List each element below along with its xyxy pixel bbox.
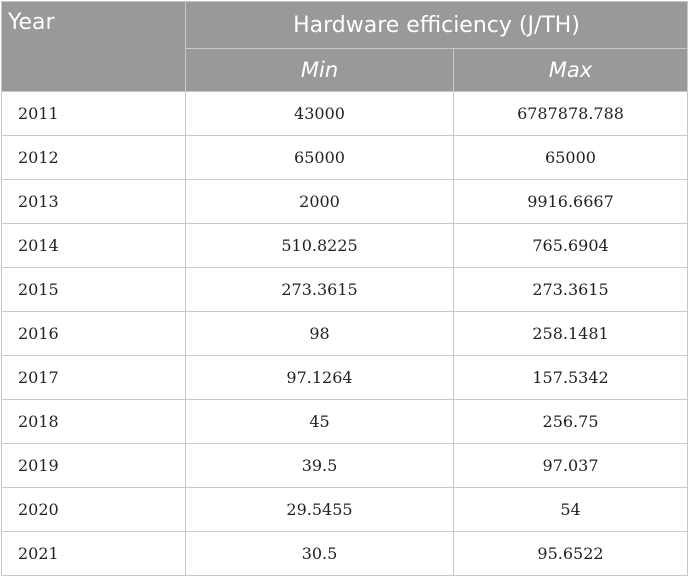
cell-year: 2021 xyxy=(1,531,186,576)
cell-max: 95.6522 xyxy=(452,531,689,576)
cell-min: 45 xyxy=(185,399,454,444)
cell-min: 273.3615 xyxy=(185,267,454,312)
cell-max: 258.1481 xyxy=(452,311,689,356)
table-row: 2016 98 258.1481 xyxy=(1,311,689,356)
cell-year: 2014 xyxy=(1,223,186,268)
cell-min: 97.1264 xyxy=(185,355,454,400)
table-row: 2011 43000 6787878.788 xyxy=(1,91,689,136)
cell-min: 30.5 xyxy=(185,531,454,576)
header-year: Year xyxy=(1,1,186,92)
header-min: Min xyxy=(185,48,454,92)
cell-year: 2017 xyxy=(1,355,186,400)
cell-max: 54 xyxy=(452,487,689,532)
header-max: Max xyxy=(452,48,689,92)
cell-max: 273.3615 xyxy=(452,267,689,312)
table-row: 2014 510.8225 765.6904 xyxy=(1,223,689,268)
cell-year: 2015 xyxy=(1,267,186,312)
table-row: 2015 273.3615 273.3615 xyxy=(1,267,689,312)
cell-max: 6787878.788 xyxy=(452,91,689,136)
cell-min: 29.5455 xyxy=(185,487,454,532)
header-hardware-efficiency: Hardware efficiency (J/TH) xyxy=(184,1,689,49)
cell-year: 2011 xyxy=(1,91,186,136)
cell-min: 43000 xyxy=(185,91,454,136)
table-row: 2019 39.5 97.037 xyxy=(1,443,689,488)
cell-max: 97.037 xyxy=(452,443,689,488)
cell-year: 2018 xyxy=(1,399,186,444)
cell-year: 2012 xyxy=(1,135,186,180)
cell-max: 256.75 xyxy=(452,399,689,444)
cell-max: 9916.6667 xyxy=(452,179,689,224)
cell-year: 2016 xyxy=(1,311,186,356)
header-row-group: Year Hardware efficiency (J/TH) xyxy=(1,1,689,92)
cell-year: 2020 xyxy=(1,487,186,532)
cell-max: 765.6904 xyxy=(452,223,689,268)
cell-min: 65000 xyxy=(185,135,454,180)
cell-min: 2000 xyxy=(185,179,454,224)
header-row-sub: Min Max xyxy=(2,48,689,92)
table-row: 2012 65000 65000 xyxy=(1,135,689,180)
table-row: 2020 29.5455 54 xyxy=(1,487,689,532)
table-row: 2017 97.1264 157.5342 xyxy=(1,355,689,400)
table-row: 2018 45 256.75 xyxy=(1,399,689,444)
table-row: 2013 2000 9916.6667 xyxy=(1,179,689,224)
cell-min: 510.8225 xyxy=(185,223,454,268)
cell-year: 2019 xyxy=(1,443,186,488)
cell-max: 157.5342 xyxy=(452,355,689,400)
table-row: 2021 30.5 95.6522 xyxy=(1,531,689,576)
cell-min: 39.5 xyxy=(185,443,454,488)
cell-year: 2013 xyxy=(1,179,186,224)
cell-min: 98 xyxy=(185,311,454,356)
cell-max: 65000 xyxy=(452,135,689,180)
